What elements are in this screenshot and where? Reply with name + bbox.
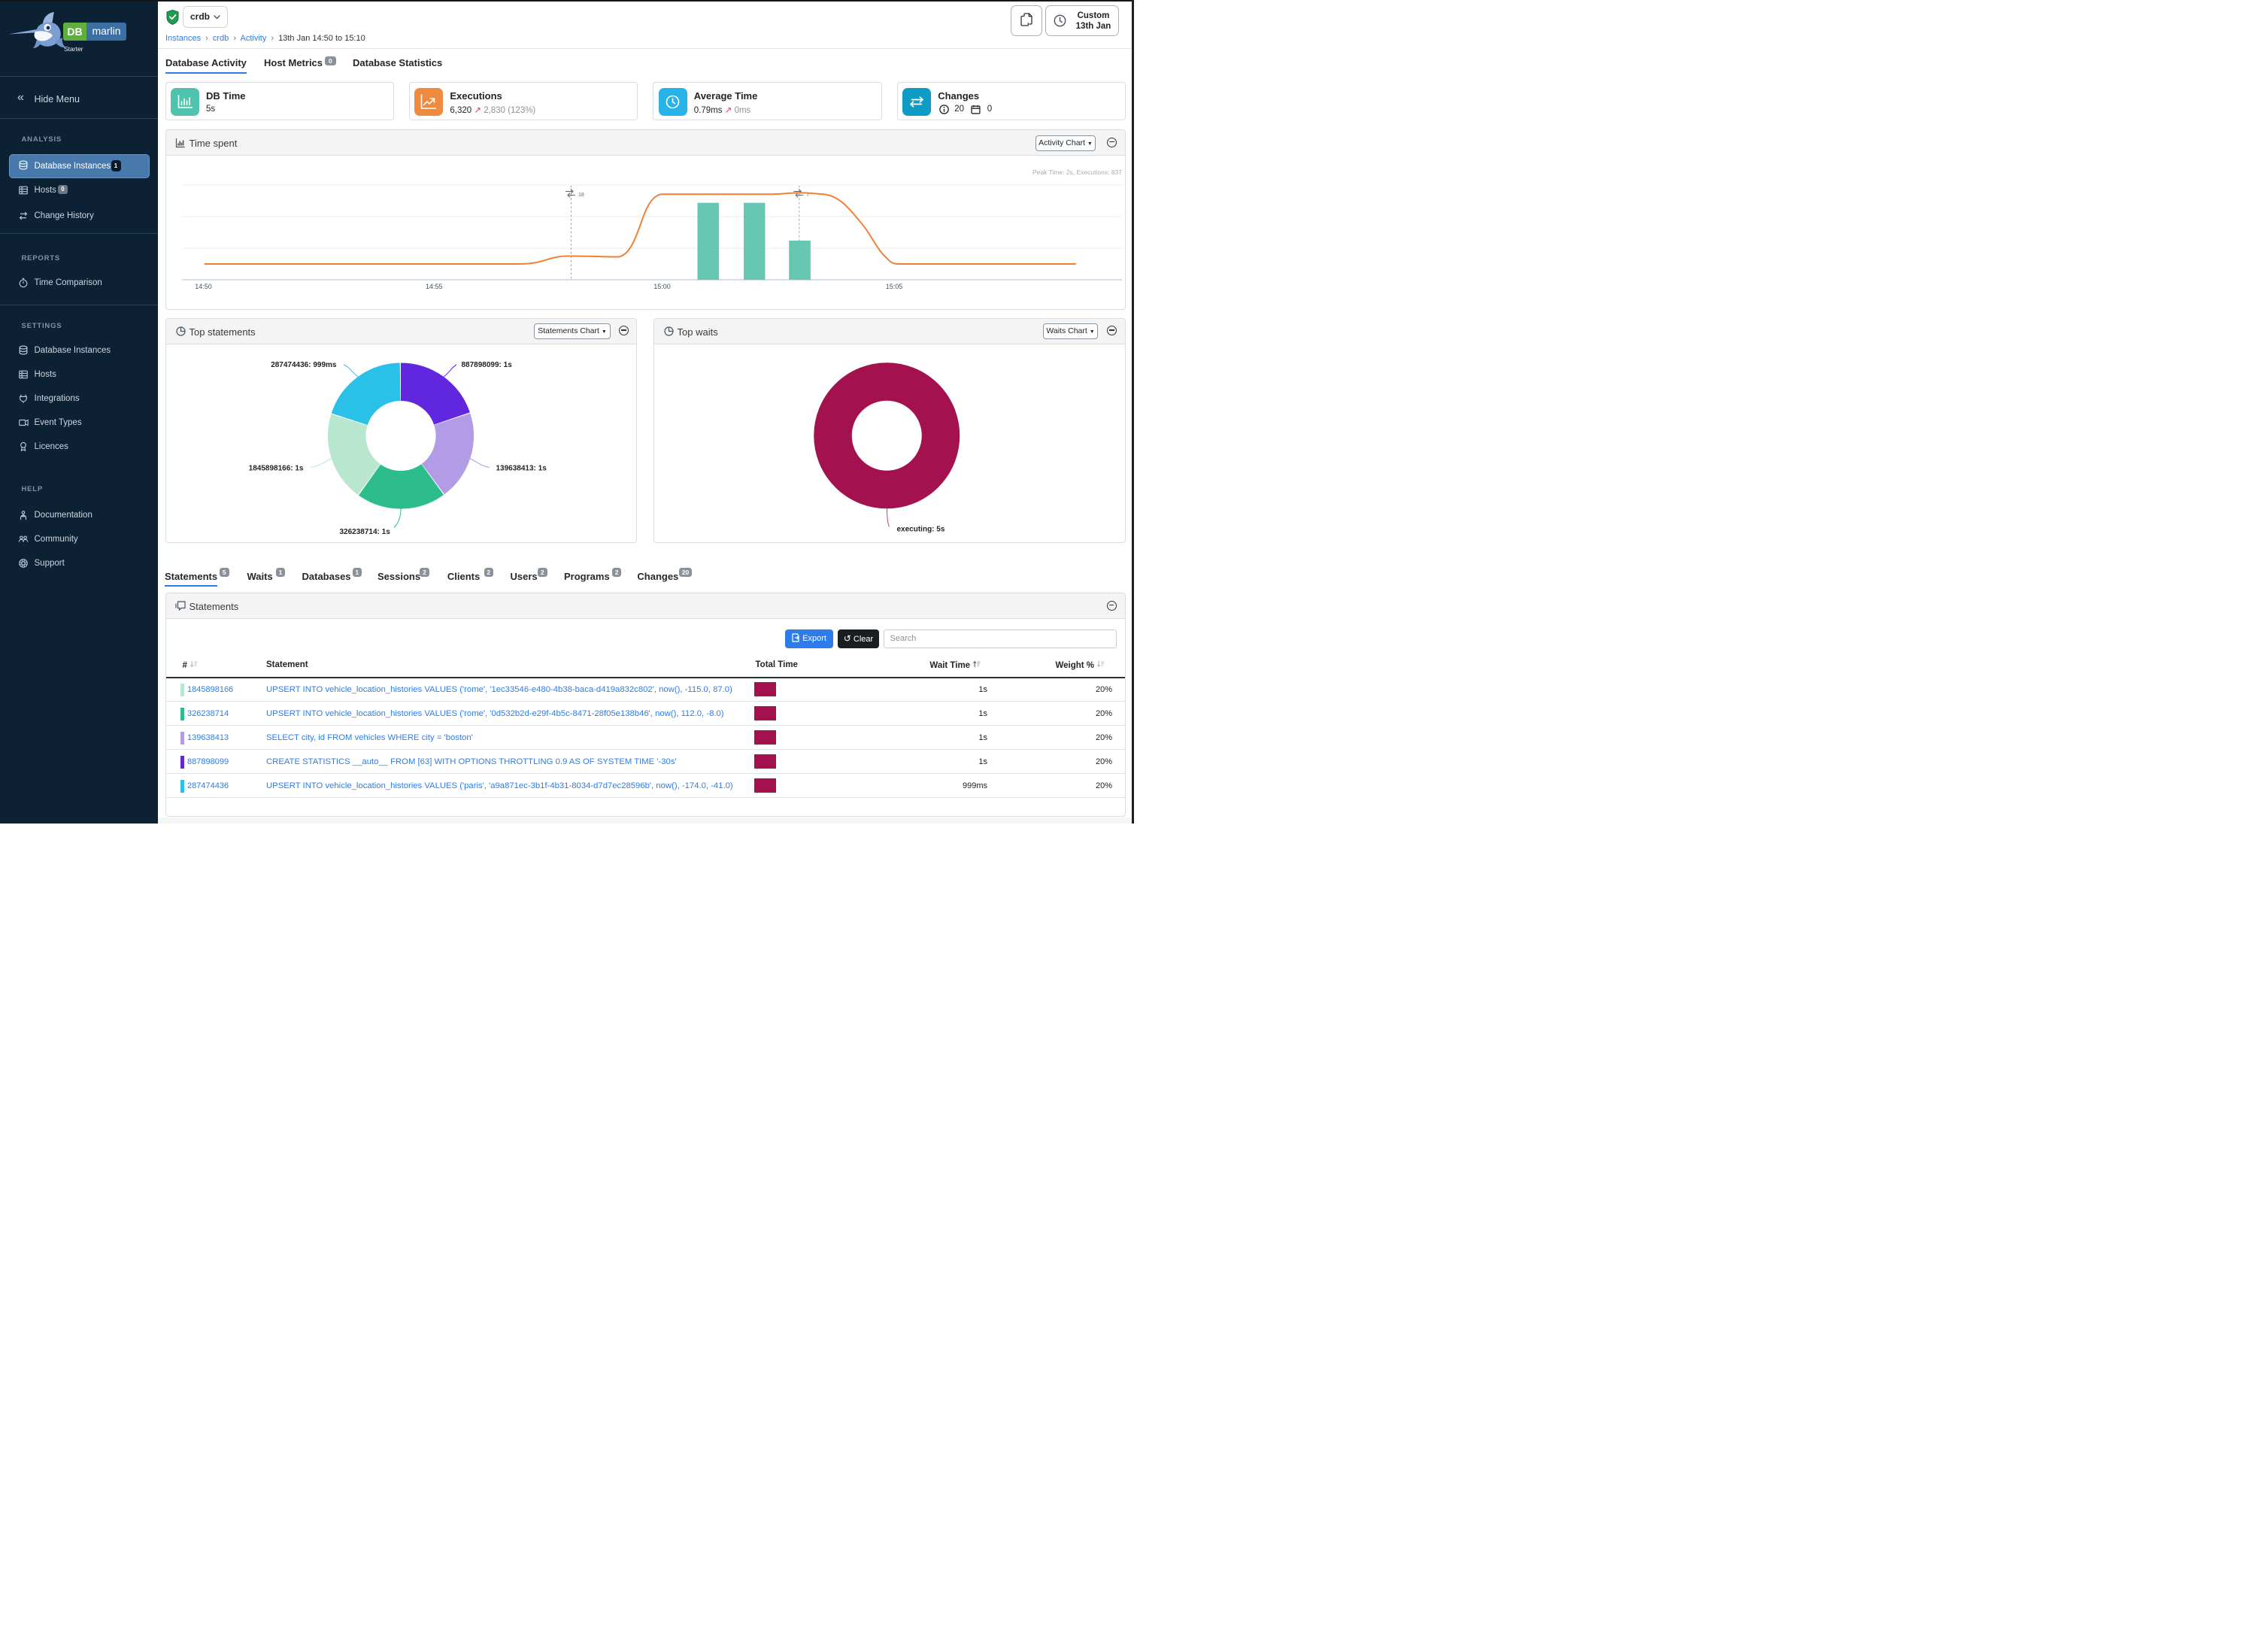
svg-text:18: 18: [578, 193, 584, 198]
svg-text:7: 7: [806, 193, 809, 198]
svg-text:15:00: 15:00: [653, 283, 671, 290]
svg-text:Peak Time: 2s, Executions: 837: Peak Time: 2s, Executions: 837: [1032, 168, 1121, 176]
svg-text:1845898166: 1s: 1845898166: 1s: [248, 464, 303, 472]
svg-text:139638413: 1s: 139638413: 1s: [496, 464, 547, 472]
svg-text:287474436: 999ms: 287474436: 999ms: [271, 361, 337, 369]
svg-text:15:05: 15:05: [885, 283, 902, 290]
svg-text:14:55: 14:55: [426, 283, 443, 290]
svg-text:326238714: 1s: 326238714: 1s: [339, 528, 390, 536]
svg-text:executing: 5s: executing: 5s: [896, 525, 944, 533]
svg-text:14:50: 14:50: [195, 283, 212, 290]
svg-text:887898099: 1s: 887898099: 1s: [461, 361, 512, 369]
